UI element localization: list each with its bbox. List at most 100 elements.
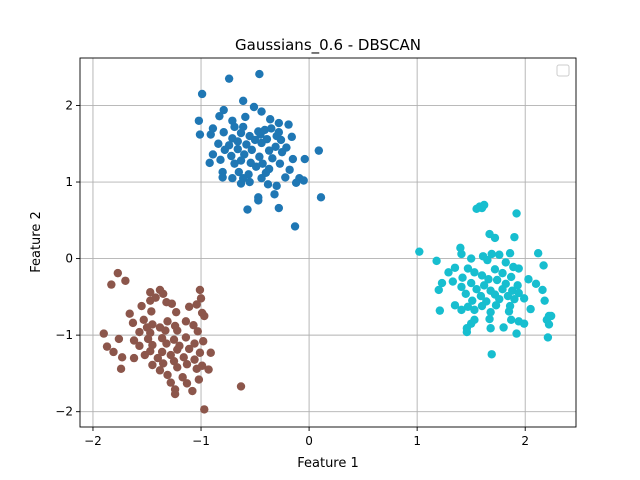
- scatter-point-cluster-2: [477, 301, 487, 311]
- scatter-point-cluster-1: [220, 145, 230, 155]
- scatter-point-cluster-2: [524, 275, 533, 284]
- scatter-point-cluster-3: [129, 353, 139, 363]
- scatter-point-cluster-3: [188, 386, 197, 396]
- scatter-point-cluster-2: [479, 281, 489, 290]
- scatter-point-cluster-2: [492, 275, 502, 285]
- scatter-point-cluster-1: [270, 190, 279, 199]
- scatter-point-cluster-1: [233, 144, 242, 154]
- scatter-point-cluster-1: [230, 122, 239, 132]
- scatter-point-cluster-1: [285, 165, 294, 174]
- scatter-point-cluster-2: [434, 285, 443, 295]
- scatter-point-cluster-1: [214, 139, 223, 148]
- scatter-point-cluster-1: [238, 96, 248, 106]
- scatter-point-cluster-1: [272, 181, 281, 191]
- scatter-point-cluster-1: [264, 146, 274, 155]
- scatter-point-cluster-2: [514, 288, 523, 298]
- x-tick-label: −2: [84, 434, 102, 448]
- scatter-point-cluster-2: [432, 256, 441, 266]
- scatter-point-cluster-2: [487, 350, 496, 359]
- scatter-point-cluster-1: [228, 173, 237, 183]
- scatter-point-cluster-3: [196, 294, 206, 303]
- scatter-point-cluster-3: [169, 335, 179, 344]
- scatter-point-cluster-2: [466, 254, 476, 263]
- scatter-point-cluster-3: [194, 375, 204, 384]
- scatter-point-cluster-1: [268, 154, 277, 163]
- scatter-point-cluster-3: [206, 348, 215, 357]
- scatter-point-cluster-1: [281, 173, 290, 182]
- scatter-point-cluster-3: [195, 348, 205, 357]
- scatter-point-cluster-1: [290, 222, 300, 231]
- scatter-point-cluster-2: [450, 301, 460, 310]
- scatter-point-cluster-2: [510, 232, 519, 242]
- scatter-point-cluster-2: [495, 250, 504, 259]
- scatter-point-cluster-3: [166, 378, 175, 387]
- scatter-point-cluster-3: [135, 341, 144, 351]
- scatter-point-cluster-2: [503, 291, 513, 301]
- scatter-point-cluster-3: [135, 327, 144, 337]
- scatter-point-cluster-2: [498, 284, 507, 294]
- scatter-point-cluster-3: [146, 288, 155, 297]
- scatter-point-cluster-3: [129, 336, 139, 345]
- scatter-point-cluster-1: [236, 128, 246, 138]
- scatter-point-cluster-3: [163, 317, 172, 326]
- y-tick-label: −1: [55, 328, 73, 342]
- scatter-point-cluster-2: [477, 271, 487, 280]
- scatter-point-cluster-1: [299, 176, 308, 185]
- scatter-point-cluster-3: [198, 337, 208, 346]
- scatter-point-cluster-3: [192, 300, 201, 309]
- scatter-point-cluster-3: [153, 353, 163, 363]
- scatter-point-cluster-3: [182, 360, 192, 369]
- scatter-point-cluster-3: [181, 317, 191, 326]
- scatter-point-cluster-3: [121, 276, 130, 285]
- x-axis-label: Feature 1: [297, 456, 359, 471]
- scatter-point-cluster-1: [233, 137, 242, 146]
- scatter-point-cluster-1: [236, 156, 246, 165]
- x-tick-label: 0: [305, 434, 313, 448]
- scatter-point-cluster-1: [249, 102, 259, 112]
- scatter-point-cluster-3: [192, 364, 201, 374]
- scatter-point-cluster-1: [258, 159, 267, 168]
- scatter-point-cluster-1: [219, 128, 228, 137]
- scatter-point-cluster-2: [485, 314, 494, 324]
- scatter-point-cluster-3: [204, 365, 213, 374]
- scatter-point-cluster-2: [513, 281, 522, 290]
- scatter-point-cluster-3: [146, 296, 155, 305]
- scatter-point-cluster-3: [179, 353, 188, 362]
- scatter-point-cluster-3: [173, 345, 182, 354]
- scatter-point-cluster-3: [128, 318, 138, 328]
- x-tick-label: −1: [192, 434, 210, 448]
- y-tick-label: 0: [65, 252, 73, 266]
- scatter-point-cluster-3: [184, 344, 194, 354]
- scatter-point-cluster-2: [501, 258, 510, 267]
- scatter-point-cluster-2: [490, 233, 500, 243]
- scatter-point-cluster-3: [190, 339, 199, 348]
- scatter-point-cluster-1: [288, 154, 298, 164]
- scatter-point-cluster-3: [189, 320, 198, 330]
- scatter-point-cluster-2: [468, 296, 477, 305]
- scatter-point-cluster-3: [113, 268, 123, 278]
- scatter-point-cluster-1: [250, 135, 260, 145]
- chart-title: Gaussians_0.6 - DBSCAN: [235, 36, 421, 55]
- scatter-point-cluster-1: [257, 138, 266, 148]
- y-tick-label: 2: [65, 98, 73, 112]
- scatter-point-cluster-3: [200, 311, 209, 321]
- scatter-point-cluster-1: [284, 120, 293, 129]
- scatter-point-cluster-3: [200, 405, 209, 414]
- scatter-point-cluster-2: [444, 268, 453, 277]
- scatter-point-cluster-2: [543, 333, 553, 342]
- scatter-point-cluster-2: [486, 324, 495, 333]
- y-tick-label: −2: [55, 405, 73, 419]
- legend-box: [556, 64, 570, 77]
- plot-frame: [79, 57, 577, 428]
- scatter-point-cluster-1: [218, 173, 227, 182]
- scatter-point-cluster-1: [256, 130, 265, 139]
- scatter-point-cluster-3: [173, 363, 182, 372]
- scatter-point-cluster-2: [519, 294, 529, 303]
- scatter-point-cluster-2: [538, 285, 547, 295]
- scatter-point-cluster-3: [170, 389, 180, 399]
- scatter-point-cluster-1: [291, 178, 301, 187]
- scatter-point-cluster-3: [236, 382, 246, 391]
- scatter-point-cluster-2: [539, 261, 548, 270]
- scatter-point-cluster-2: [510, 294, 519, 304]
